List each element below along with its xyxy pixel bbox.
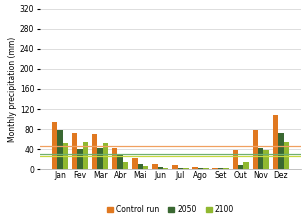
Bar (77, 149, 83, 169)
Bar (258, 148, 263, 169)
Bar (172, 165, 178, 169)
Bar (112, 148, 118, 169)
Bar (152, 164, 157, 169)
Bar (238, 165, 243, 169)
Bar (63, 143, 68, 169)
Bar (57, 130, 63, 169)
Bar (157, 167, 163, 169)
Bar (52, 122, 57, 169)
Bar (233, 150, 238, 169)
Bar (178, 168, 183, 169)
Bar (253, 130, 258, 169)
Bar (72, 133, 77, 169)
Bar (273, 115, 278, 169)
Bar (212, 168, 218, 169)
Bar (138, 164, 143, 169)
Bar (118, 154, 123, 169)
Bar (103, 143, 108, 169)
Y-axis label: Monthly precipitation (mm): Monthly precipitation (mm) (8, 36, 17, 142)
Bar (163, 168, 169, 169)
Bar (223, 168, 229, 169)
Bar (97, 148, 103, 169)
Bar (284, 142, 289, 169)
Bar (243, 162, 249, 169)
Bar (143, 166, 148, 169)
Bar (132, 158, 138, 169)
Bar (278, 133, 284, 169)
Bar (198, 168, 203, 169)
Bar (192, 167, 198, 169)
Bar (218, 168, 223, 169)
Bar (263, 150, 269, 169)
Bar (123, 162, 128, 169)
Bar (183, 168, 188, 169)
Bar (92, 134, 97, 169)
Bar (203, 168, 209, 169)
Bar (83, 142, 88, 169)
